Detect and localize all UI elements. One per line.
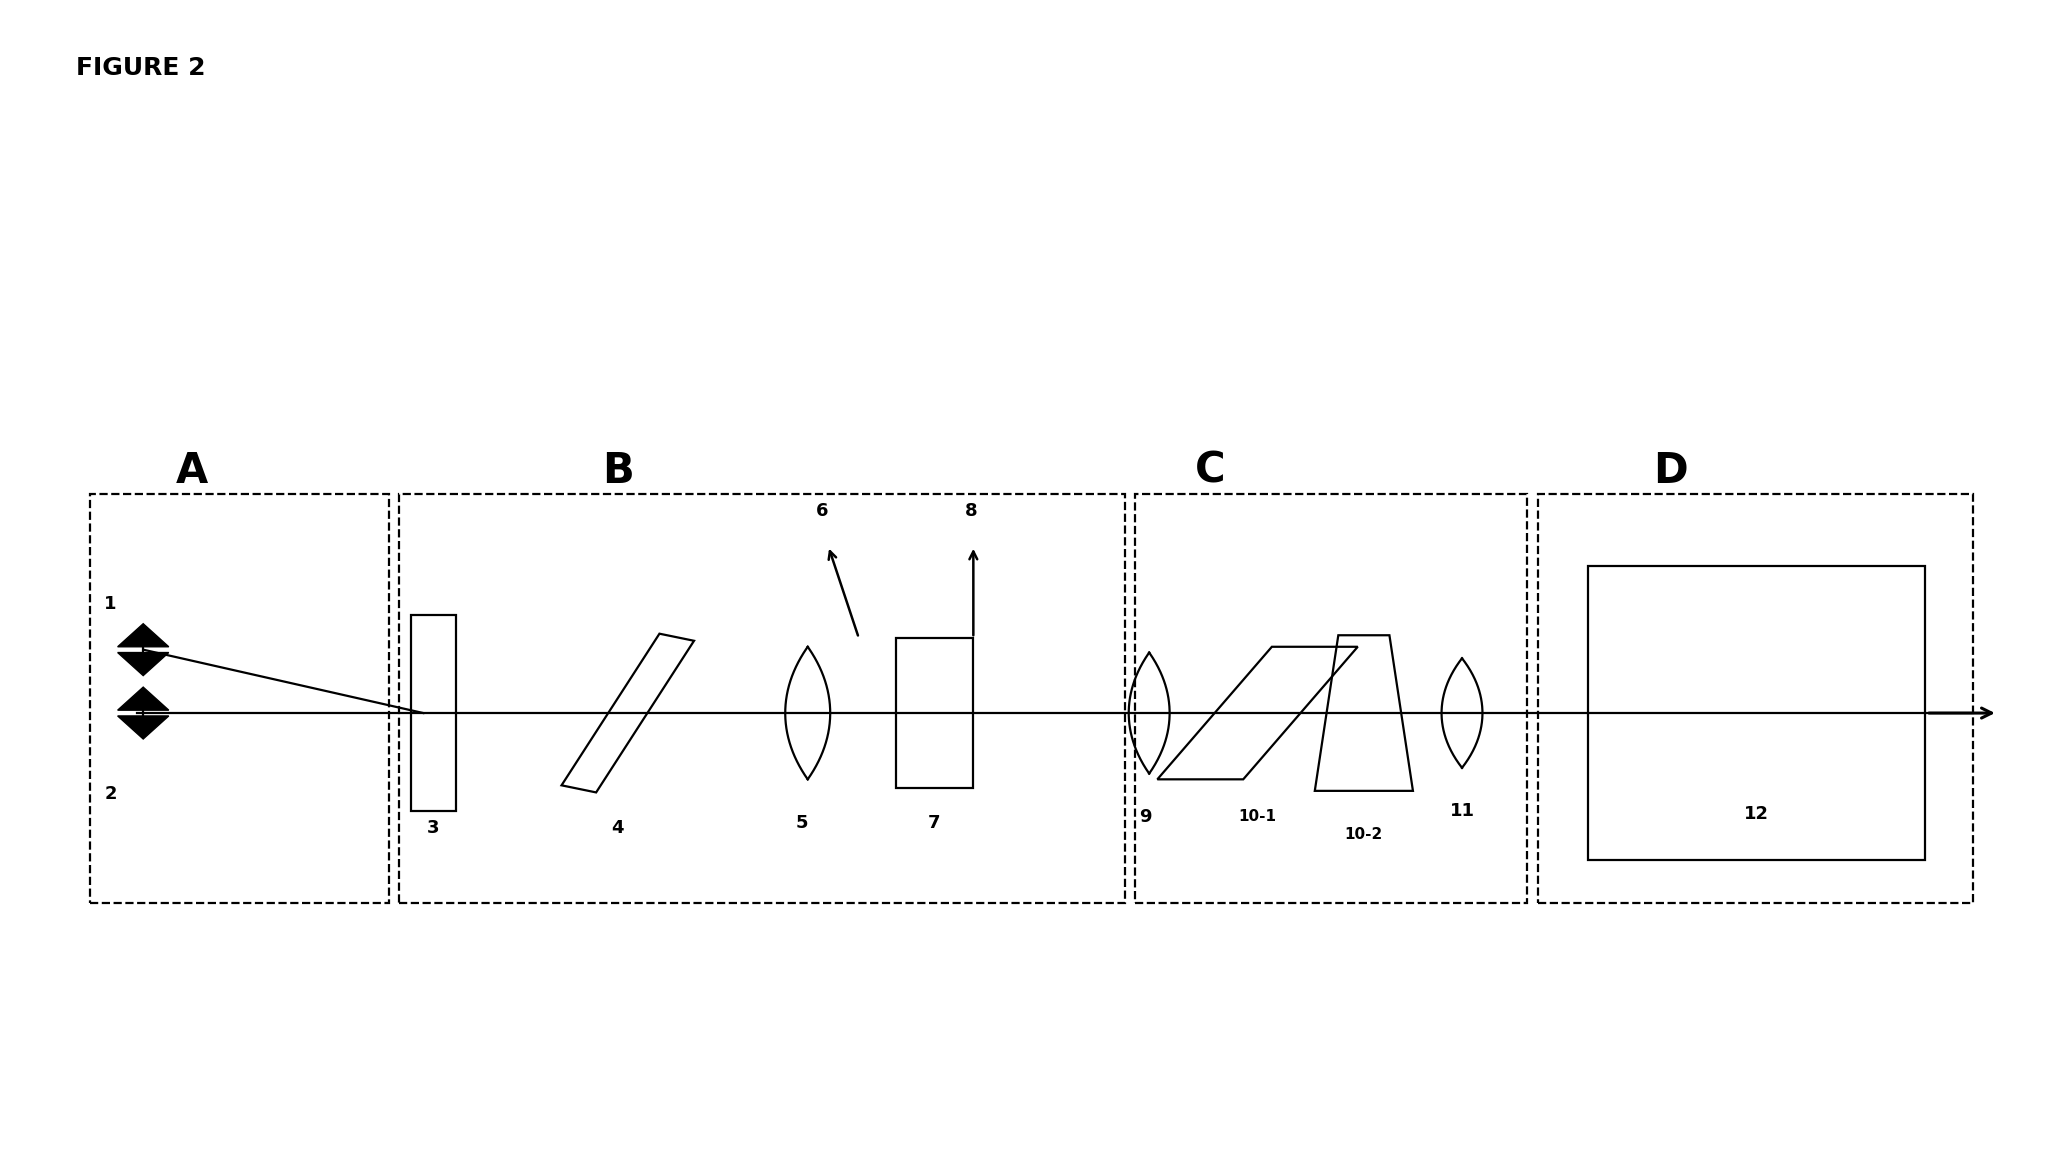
Bar — [90, 495, 388, 903]
Text: 5: 5 — [795, 814, 807, 831]
Polygon shape — [117, 687, 168, 711]
Polygon shape — [117, 623, 168, 647]
Bar — [895, 639, 973, 788]
Text: 11: 11 — [1449, 802, 1474, 820]
Text: 12: 12 — [1743, 805, 1770, 823]
Bar — [1135, 495, 1527, 903]
Bar — [398, 495, 1125, 903]
Text: 4: 4 — [612, 820, 624, 837]
Text: A: A — [177, 450, 209, 492]
Text: FIGURE 2: FIGURE 2 — [76, 56, 205, 80]
Text: C: C — [1195, 450, 1226, 492]
Polygon shape — [117, 716, 168, 740]
Text: 10-1: 10-1 — [1238, 809, 1277, 824]
Text: 7: 7 — [928, 814, 940, 831]
Text: 10-2: 10-2 — [1345, 827, 1384, 842]
Text: 6: 6 — [815, 503, 827, 520]
Polygon shape — [117, 652, 168, 676]
Text: 2: 2 — [105, 785, 117, 802]
Text: D: D — [1653, 450, 1688, 492]
Text: 1: 1 — [105, 594, 117, 613]
Text: 8: 8 — [965, 503, 977, 520]
Text: 3: 3 — [427, 820, 439, 837]
Text: B: B — [602, 450, 634, 492]
Bar — [1538, 495, 1973, 903]
Bar — [1587, 567, 1926, 860]
Text: 9: 9 — [1139, 808, 1152, 825]
